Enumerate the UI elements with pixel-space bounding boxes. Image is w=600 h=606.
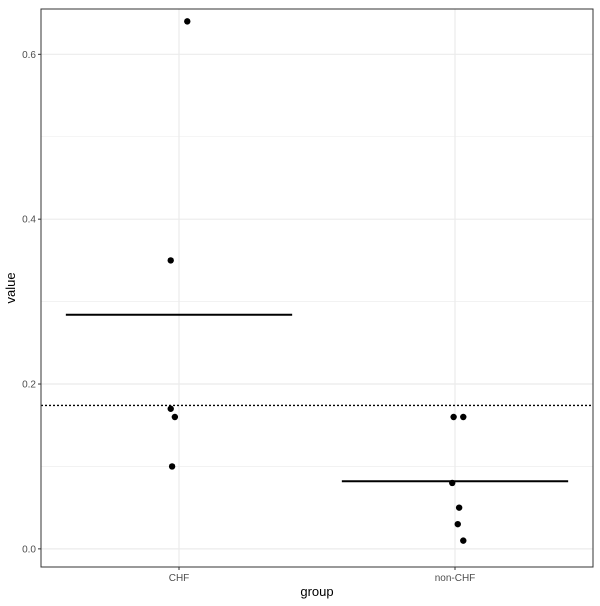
- panel-border: [40, 8, 594, 568]
- x-axis-title: group: [300, 584, 333, 599]
- data-point: [460, 413, 467, 421]
- y-tick-label: 0.4: [22, 215, 36, 226]
- data-point: [454, 520, 461, 528]
- group-mean-layer: [65, 313, 569, 483]
- x-tick-label: CHF: [169, 573, 190, 584]
- data-point: [167, 405, 174, 412]
- points-layer: [167, 18, 467, 544]
- data-point: [171, 413, 179, 421]
- ticks-layer: 0.0 0.2 0.4 0.6 CHF non-CHF: [22, 50, 475, 584]
- y-tick-label: 0.0: [22, 544, 36, 555]
- data-point: [450, 413, 457, 421]
- data-point: [455, 504, 463, 511]
- data-point: [168, 463, 176, 470]
- y-axis-title: value: [3, 272, 18, 303]
- y-tick-label: 0.6: [22, 50, 36, 61]
- x-tick-label: non-CHF: [435, 573, 476, 584]
- data-point: [460, 537, 467, 544]
- data-point: [184, 18, 191, 25]
- y-tick-label: 0.2: [22, 380, 36, 391]
- data-point: [449, 479, 456, 487]
- data-point: [167, 257, 174, 264]
- grid: [41, 9, 593, 567]
